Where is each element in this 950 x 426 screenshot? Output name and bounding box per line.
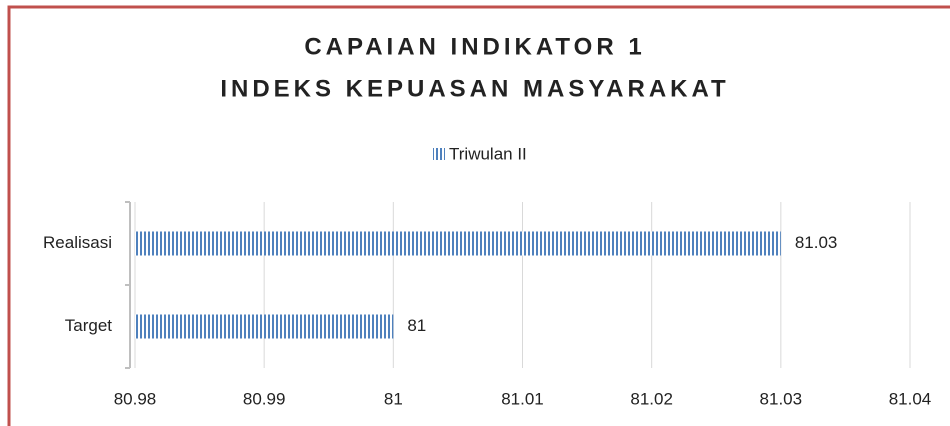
data-label: 81.03 bbox=[795, 233, 838, 252]
x-tick-label: 81 bbox=[384, 389, 403, 408]
bar bbox=[135, 231, 781, 256]
chart-subtitle: INDEKS KEPUASAN MASYARAKAT bbox=[220, 75, 729, 102]
bar bbox=[135, 314, 394, 339]
chart-title: CAPAIAN INDIKATOR 1 bbox=[304, 33, 645, 60]
x-tick-label: 80.98 bbox=[114, 389, 157, 408]
y-tick-label: Target bbox=[65, 316, 113, 335]
x-tick-label: 80.99 bbox=[243, 389, 286, 408]
x-tick-label: 81.02 bbox=[630, 389, 673, 408]
y-tick-label: Realisasi bbox=[43, 233, 112, 252]
legend-label: Triwulan II bbox=[449, 144, 527, 163]
x-tick-label: 81.04 bbox=[889, 389, 932, 408]
legend-swatch bbox=[433, 148, 445, 160]
data-label: 81 bbox=[407, 316, 426, 335]
frame bbox=[7, 5, 950, 426]
x-tick-label: 81.03 bbox=[760, 389, 803, 408]
x-tick-label: 81.01 bbox=[501, 389, 544, 408]
